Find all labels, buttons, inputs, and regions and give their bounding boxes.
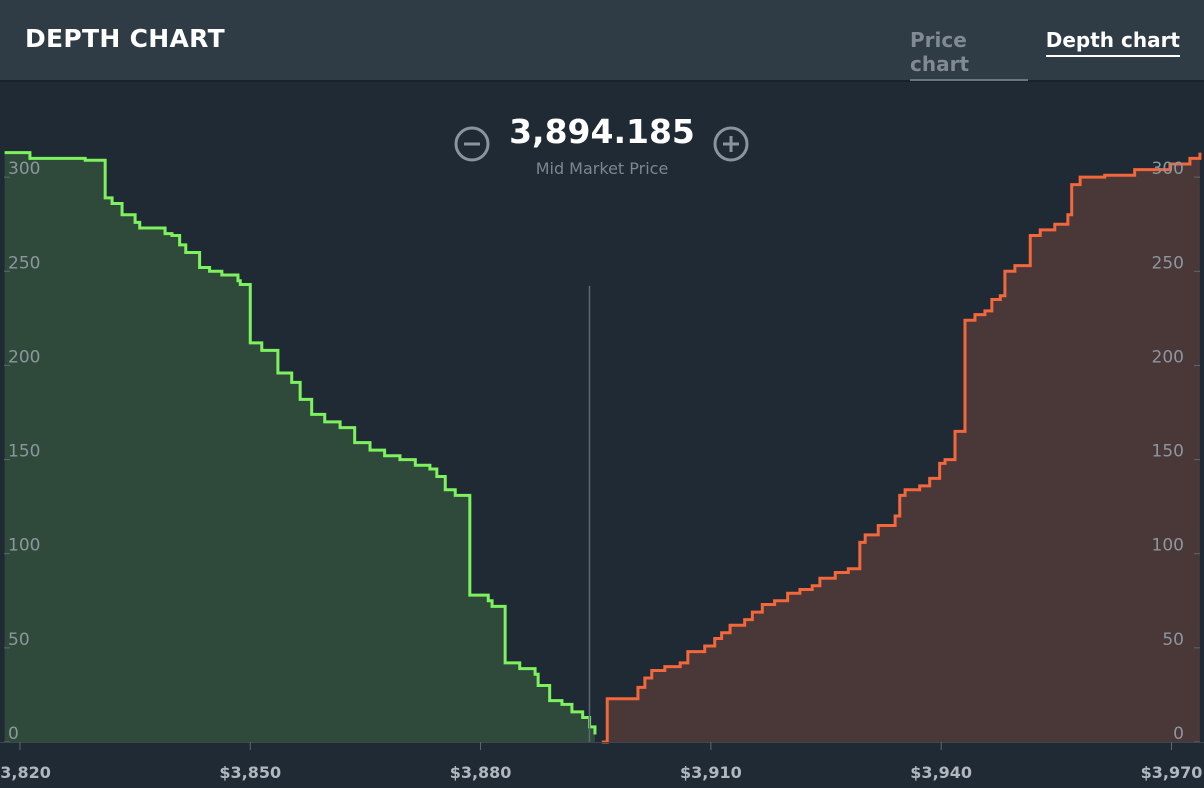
y-tick-label: 50: [1162, 630, 1184, 650]
mid-price: 3,894.185: [509, 112, 695, 151]
y-tick-label: 150: [8, 442, 40, 462]
y-tick-label: 250: [8, 253, 40, 273]
depth-line: [4, 151, 597, 735]
y-tick-label: 50: [8, 630, 30, 650]
y-tick-label: 0: [8, 724, 19, 744]
depth-area: [601, 152, 1200, 742]
y-tick-label: 0: [1173, 724, 1184, 744]
y-tick-label: 150: [1152, 442, 1184, 462]
y-tick-label: 300: [1152, 159, 1184, 179]
x-tick-label: $3,970: [1141, 763, 1203, 782]
button-ring: [713, 126, 749, 162]
tab[interactable]: Price chart: [910, 28, 1028, 81]
depth-line: [601, 152, 1202, 744]
zoom-out-button[interactable]: [454, 126, 490, 162]
zoom-in-button[interactable]: [713, 126, 749, 162]
x-tick-label: $3,850: [219, 763, 281, 782]
y-tick-label: 300: [8, 159, 40, 179]
button-ring: [454, 126, 490, 162]
y-tick-label: 200: [8, 347, 40, 367]
x-tick-label: $3,820: [0, 763, 51, 782]
header: DEPTH CHART Price chart Depth chart: [0, 0, 1204, 82]
depth-area: [4, 152, 595, 742]
y-tick-label: 200: [1152, 347, 1184, 367]
title: DEPTH CHART: [25, 24, 225, 53]
tab[interactable]: Depth chart: [1045, 28, 1180, 57]
y-tick-label: 250: [1152, 253, 1184, 273]
x-tick-label: $3,880: [450, 763, 512, 782]
x-tick-label: $3,910: [680, 763, 742, 782]
y-tick-label: 100: [8, 536, 40, 556]
mid-caption: Mid Market Price: [536, 159, 669, 178]
x-tick-label: $3,940: [910, 763, 972, 782]
y-tick-label: 100: [1152, 536, 1184, 556]
